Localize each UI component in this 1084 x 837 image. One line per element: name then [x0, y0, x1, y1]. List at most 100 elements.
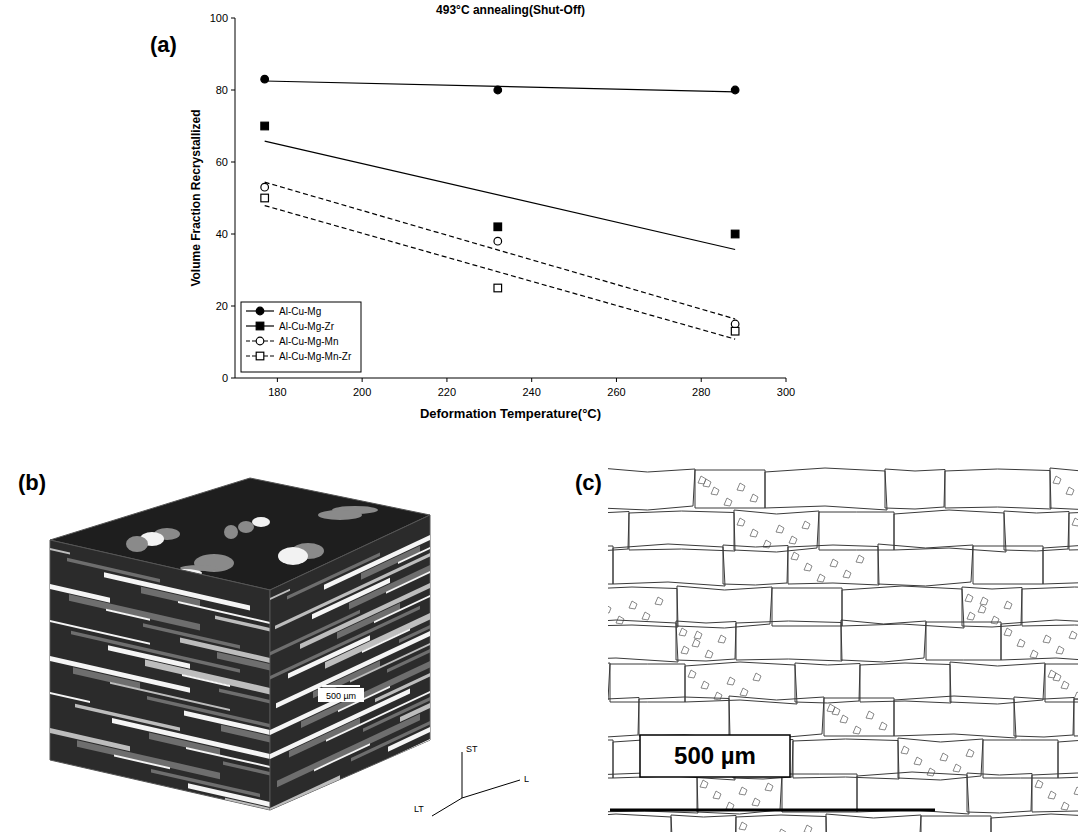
- block-face: [50, 540, 270, 810]
- y-tick: [231, 162, 235, 163]
- x-tick-label: 200: [353, 386, 371, 398]
- grain-boundary: [967, 773, 1032, 813]
- subgrain: [740, 688, 748, 696]
- grain-boundary: [676, 621, 736, 661]
- panel-label: (a): [150, 32, 177, 57]
- grain-boundary: [894, 696, 1016, 738]
- data-point: [731, 320, 739, 328]
- subgrain: [791, 552, 799, 560]
- grain-streak: [300, 574, 450, 649]
- grain-boundary: [772, 588, 842, 626]
- grain-boundary: [973, 546, 1043, 584]
- grain-boundary: [1069, 511, 1078, 551]
- grain-streak: [253, 771, 400, 837]
- grain-streak: [36, 653, 190, 693]
- grain-streak: [182, 674, 230, 687]
- subgrain: [856, 555, 864, 563]
- legend-label: Al-Cu-Mg-Mn: [279, 336, 338, 347]
- legend-box: [241, 302, 361, 372]
- grain-boundary: [1045, 664, 1078, 702]
- subgrain: [739, 822, 747, 830]
- grain-boundary: [826, 814, 921, 832]
- y-tick-label: 40: [216, 228, 228, 240]
- grain-boundary: [926, 622, 1001, 660]
- data-point: [494, 223, 502, 231]
- subgrain: [1048, 791, 1056, 799]
- grain-boundary: [608, 697, 639, 737]
- legend-marker: [256, 307, 264, 315]
- subgrain: [1053, 673, 1061, 681]
- subgrain: [802, 521, 810, 529]
- triad-label: L: [524, 774, 529, 784]
- x-tick: [701, 378, 702, 382]
- legend-label: Al-Cu-Mg-Zr: [279, 321, 335, 332]
- subgrain: [739, 787, 747, 795]
- subgrain: [688, 670, 696, 678]
- grain-boundary: [945, 469, 1051, 509]
- subgrain: [737, 518, 745, 526]
- x-tick-label: 260: [607, 386, 625, 398]
- subgrain: [679, 628, 687, 636]
- legend-marker: [256, 322, 264, 330]
- subgrain: [1066, 487, 1074, 495]
- axis-triad: STLTL: [414, 744, 529, 816]
- subgrain: [713, 791, 721, 799]
- y-tick: [231, 306, 235, 307]
- fit-line: [265, 182, 735, 319]
- grain-streak: [363, 645, 540, 731]
- grain-boundary: [639, 697, 730, 737]
- subgrain: [701, 681, 709, 689]
- grain-boundary: [878, 544, 973, 586]
- grain-boundary: [1004, 511, 1069, 551]
- subgrain: [776, 525, 784, 533]
- subgrain: [703, 479, 711, 487]
- subgrain: [843, 570, 851, 578]
- grain-boundary: [736, 815, 827, 832]
- grain-boundary: [921, 816, 991, 832]
- grain-streak: [116, 791, 210, 817]
- grain-boundary: [1074, 697, 1078, 737]
- scale-bar-box: [640, 735, 790, 777]
- x-axis-line: [235, 378, 786, 379]
- grain-boundary: [765, 468, 887, 510]
- subgrain: [1056, 646, 1064, 654]
- grain-boundary: [793, 739, 899, 779]
- subgrain: [804, 563, 812, 571]
- subgrain: [1061, 802, 1069, 810]
- scale-bar: 500 µm: [318, 686, 364, 702]
- grain-streak: [375, 650, 480, 703]
- subgrain: [778, 829, 786, 832]
- grain-streak: [399, 592, 500, 643]
- subgrain: [966, 749, 974, 757]
- y-axis-title: Volume Fraction Recrystallized: [189, 109, 203, 286]
- grain-streak: [104, 572, 250, 610]
- subgrain: [1072, 518, 1078, 526]
- grain-boundary: [695, 470, 765, 508]
- subgrain: [927, 768, 935, 776]
- scale-bar-label: 500 µm: [326, 691, 356, 701]
- grain-map: [608, 468, 1078, 832]
- x-tick-label: 180: [268, 386, 286, 398]
- subgrain: [1061, 681, 1069, 689]
- subgrain: [1074, 787, 1078, 795]
- subgrain: [1069, 631, 1077, 639]
- grain-boundary: [1032, 773, 1078, 813]
- grain-streak: [112, 718, 270, 759]
- grain-streak: [277, 714, 420, 788]
- y-tick: [231, 234, 235, 235]
- grain-streak: [73, 667, 140, 689]
- grain-boundary: [788, 545, 879, 585]
- grain-streak: [188, 783, 350, 825]
- grain-boundary: [795, 663, 860, 703]
- subgrain: [953, 764, 961, 772]
- legend-marker: [256, 337, 264, 345]
- panel-label: (c): [575, 470, 602, 495]
- grain-streak: [387, 588, 560, 673]
- grain-spot: [126, 536, 148, 552]
- grain-spot: [278, 547, 308, 565]
- subgrain: [901, 746, 909, 754]
- data-point: [261, 75, 269, 83]
- triad-axis: [462, 752, 463, 798]
- grain-spot: [252, 517, 270, 527]
- data-point: [261, 194, 269, 202]
